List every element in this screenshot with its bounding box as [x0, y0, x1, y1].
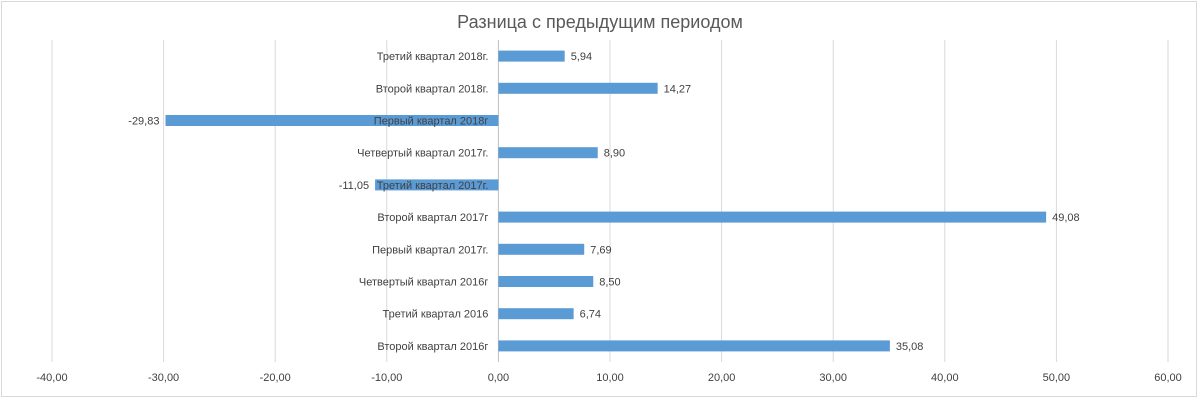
category-label: Первый квартал 2017г. [372, 244, 488, 256]
bar [498, 308, 574, 320]
value-label: 49,08 [1052, 212, 1080, 224]
category-label: Третий квартал 2017г. [377, 180, 489, 192]
value-label: -11,05 [339, 180, 369, 192]
value-label: -29,83 [128, 116, 159, 128]
value-label: 5,94 [571, 51, 592, 63]
x-tick-label: 0,00 [488, 372, 509, 384]
value-label: 8,50 [599, 277, 620, 289]
category-label: Четвертый квартал 2016г [359, 277, 489, 289]
value-label: 35,08 [896, 341, 924, 353]
bar [498, 147, 598, 159]
x-tick-label: -40,00 [36, 372, 67, 384]
x-tick-label: 30,00 [819, 372, 847, 384]
x-tick-label: -10,00 [371, 372, 402, 384]
category-label: Третий квартал 2016 [383, 309, 489, 321]
bar [498, 340, 890, 352]
x-tick-label: -30,00 [148, 372, 179, 384]
bar [498, 82, 658, 94]
bars [165, 50, 1047, 352]
x-tick-label: 10,00 [596, 372, 624, 384]
bar [375, 179, 499, 191]
category-label: Первый квартал 2018г [374, 116, 489, 128]
value-label: 14,27 [664, 83, 692, 95]
bar [498, 50, 565, 62]
category-label: Третий квартал 2018г. [377, 51, 489, 63]
category-label: Второй квартал 2017г [377, 212, 488, 224]
category-label: Четвертый квартал 2017г. [357, 148, 488, 160]
x-tick-label: 40,00 [931, 372, 959, 384]
bar [165, 115, 499, 126]
value-labels: 5,94 14,27 -29,83 8,90 -11,05 49,08 7,69 8,50 6,… [128, 51, 1079, 353]
x-tick-label: 50,00 [1043, 372, 1071, 384]
category-label: Второй квартал 2018г. [376, 83, 489, 95]
bar [498, 243, 585, 255]
value-label: 8,90 [604, 148, 625, 160]
x-tick-label: -20,00 [260, 372, 291, 384]
x-tick-label: 60,00 [1154, 372, 1182, 384]
category-label: Второй квартал 2016г [377, 341, 488, 353]
bar [498, 211, 1047, 223]
x-tick-label: 20,00 [708, 372, 736, 384]
category-labels: Третий квартал 2018г. Второй квартал 2018… [357, 51, 488, 353]
x-axis-ticks: -40,00 -30,00 -20,00 -10,00 0,00 10,00 20,00 30… [36, 372, 1181, 384]
value-label: 7,69 [590, 244, 611, 256]
chart-title: Разница с предыдущим периодом [457, 12, 743, 32]
value-label: 6,74 [580, 309, 601, 321]
bar [498, 276, 594, 287]
